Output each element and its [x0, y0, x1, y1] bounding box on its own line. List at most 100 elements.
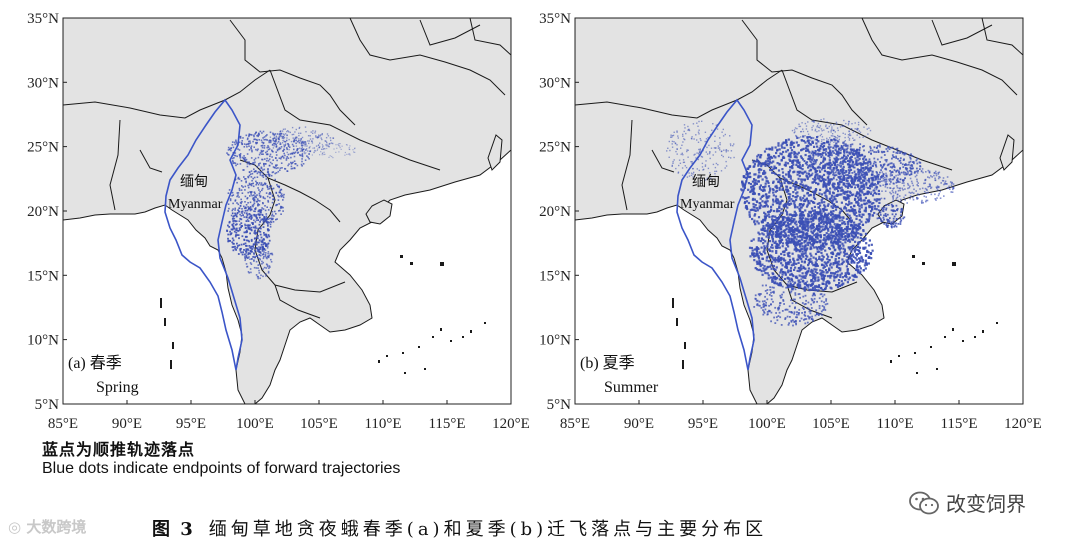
trajectory-endpoint-dot: [843, 150, 846, 153]
trajectory-endpoint-dot: [786, 162, 790, 165]
trajectory-endpoint-dot: [245, 212, 248, 215]
trajectory-endpoint-dot: [848, 172, 851, 175]
trajectory-endpoint-dot: [250, 157, 253, 159]
trajectory-endpoint-dot: [246, 153, 249, 155]
trajectory-endpoint-dot: [839, 267, 842, 270]
trajectory-endpoint-dot: [794, 228, 797, 231]
trajectory-endpoint-dot: [281, 132, 283, 135]
trajectory-endpoint-dot: [869, 149, 872, 152]
trajectory-endpoint-dot: [904, 152, 907, 155]
trajectory-endpoint-dot: [234, 207, 236, 210]
trajectory-endpoint-dot: [811, 270, 814, 273]
trajectory-endpoint-dot: [810, 254, 813, 257]
trajectory-endpoint-dot: [853, 183, 855, 186]
trajectory-endpoint-dot: [267, 256, 270, 259]
trajectory-endpoint-dot: [830, 244, 833, 247]
trajectory-endpoint-dot: [750, 246, 753, 250]
trajectory-endpoint-dot: [820, 293, 823, 295]
trajectory-endpoint-dot: [264, 253, 267, 256]
trajectory-endpoint-dot: [264, 163, 266, 165]
trajectory-endpoint-dot: [839, 169, 843, 172]
trajectory-endpoint-dot: [775, 242, 778, 245]
trajectory-endpoint-dot: [799, 255, 802, 258]
trajectory-endpoint-dot: [275, 136, 278, 138]
trajectory-endpoint-dot: [764, 308, 767, 311]
trajectory-endpoint-dot: [250, 145, 253, 147]
trajectory-endpoint-dot: [785, 243, 789, 246]
trajectory-endpoint-dot: [802, 287, 805, 290]
trajectory-endpoint-dot: [916, 196, 918, 199]
trajectory-endpoint-dot: [783, 146, 786, 149]
trajectory-endpoint-dot: [308, 146, 311, 149]
trajectory-endpoint-dot: [844, 184, 846, 187]
trajectory-endpoint-dot: [253, 202, 256, 204]
trajectory-endpoint-dot: [272, 187, 275, 190]
trajectory-endpoint-dot: [332, 157, 334, 159]
trajectory-endpoint-dot: [254, 240, 257, 243]
trajectory-endpoint-dot: [864, 173, 867, 176]
trajectory-endpoint-dot: [791, 278, 793, 281]
trajectory-endpoint-dot: [293, 138, 296, 141]
trajectory-endpoint-dot: [917, 197, 919, 200]
trajectory-endpoint-dot: [240, 225, 243, 227]
trajectory-endpoint-dot: [791, 214, 794, 218]
trajectory-endpoint-dot: [262, 196, 265, 198]
trajectory-endpoint-dot: [789, 269, 792, 273]
trajectory-endpoint-dot: [875, 151, 877, 153]
trajectory-endpoint-dot: [280, 146, 283, 148]
trajectory-endpoint-dot: [828, 162, 830, 164]
trajectory-endpoint-dot: [833, 188, 836, 191]
trajectory-endpoint-dot: [857, 175, 860, 178]
trajectory-endpoint-dot: [244, 160, 246, 162]
trajectory-endpoint-dot: [854, 226, 857, 229]
trajectory-endpoint-dot: [822, 161, 824, 163]
trajectory-endpoint-dot: [264, 249, 267, 251]
trajectory-endpoint-dot: [783, 250, 786, 254]
trajectory-endpoint-dot: [237, 194, 239, 196]
trajectory-endpoint-dot: [829, 154, 832, 157]
trajectory-endpoint-dot: [249, 209, 252, 212]
trajectory-endpoint-dot: [861, 154, 864, 157]
trajectory-endpoint-dot: [782, 150, 785, 154]
trajectory-endpoint-dot: [277, 167, 279, 169]
trajectory-endpoint-dot: [234, 247, 237, 250]
trajectory-endpoint-dot: [817, 290, 819, 292]
trajectory-endpoint-dot: [825, 284, 828, 287]
trajectory-endpoint-dot: [246, 239, 248, 242]
trajectory-endpoint-dot: [319, 142, 321, 144]
trajectory-endpoint-dot: [321, 138, 323, 141]
trajectory-endpoint-dot: [837, 233, 840, 236]
trajectory-endpoint-dot: [864, 232, 868, 235]
trajectory-endpoint-dot: [821, 273, 825, 276]
trajectory-endpoint-dot: [262, 202, 264, 204]
trajectory-endpoint-dot: [260, 149, 263, 152]
trajectory-endpoint-dot: [847, 272, 851, 275]
trajectory-endpoint-dot: [831, 252, 834, 255]
trajectory-endpoint-dot: [766, 162, 769, 165]
trajectory-endpoint-dot: [876, 198, 879, 201]
trajectory-endpoint-dot: [794, 180, 797, 184]
trajectory-endpoint-dot: [925, 171, 927, 173]
trajectory-endpoint-dot: [271, 188, 274, 190]
trajectory-endpoint-dot: [779, 152, 782, 155]
trajectory-endpoint-dot: [255, 260, 258, 263]
trajectory-endpoint-dot: [793, 202, 796, 205]
panel-b-taiwan: [999, 134, 1015, 171]
trajectory-endpoint-dot: [258, 194, 261, 197]
trajectory-endpoint-dot: [267, 270, 270, 273]
trajectory-endpoint-dot: [863, 145, 865, 147]
trajectory-endpoint-dot: [805, 205, 809, 208]
trajectory-endpoint-dot: [812, 318, 814, 321]
trajectory-endpoint-dot: [846, 230, 849, 233]
trajectory-endpoint-dot: [860, 166, 863, 169]
trajectory-endpoint-dot: [292, 145, 295, 147]
trajectory-endpoint-dot: [797, 151, 800, 154]
trajectory-endpoint-dot: [286, 170, 289, 172]
trajectory-endpoint-dot: [773, 286, 775, 289]
trajectory-endpoint-dot: [302, 148, 305, 151]
trajectory-endpoint-dot: [843, 177, 846, 179]
trajectory-endpoint-dot: [814, 270, 817, 273]
trajectory-endpoint-dot: [864, 259, 867, 262]
trajectory-endpoint-dot: [892, 191, 894, 194]
trajectory-endpoint-dot: [267, 224, 269, 227]
